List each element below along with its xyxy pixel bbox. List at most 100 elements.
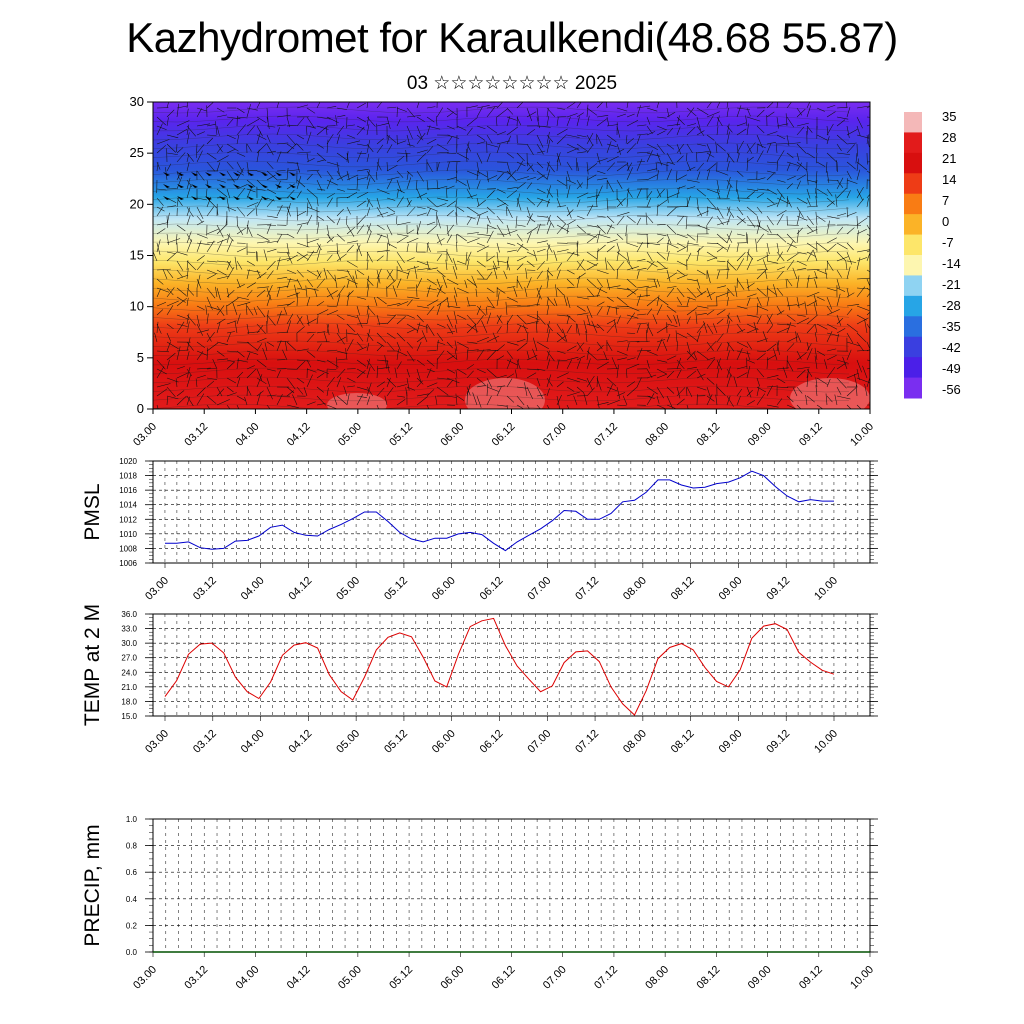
section-xtick-label: 05.12: [387, 421, 415, 449]
wind-arrow: [486, 143, 499, 148]
wind-arrow: [546, 169, 551, 181]
contour-line: [153, 214, 850, 222]
wind-arrow: [556, 215, 567, 225]
wind-arrow: [416, 170, 424, 182]
wind-arrow: [656, 237, 664, 244]
wind-arrow: [186, 260, 197, 271]
xtick-label: 06.00: [438, 964, 466, 992]
wind-arrow: [465, 148, 468, 163]
wind-arrow: [596, 133, 598, 145]
wind-arrow: [866, 250, 870, 253]
wind-arrow: [506, 224, 511, 236]
wind-arrow: [796, 251, 807, 255]
wind-arrow: [796, 369, 806, 379]
wind-arrow: [716, 359, 723, 371]
wind-arrow: [546, 328, 551, 343]
wind-arrow: [386, 359, 390, 373]
section-ytick-label: 5: [137, 350, 144, 365]
wind-arrow: [156, 404, 159, 409]
wind-arrow: [316, 179, 323, 192]
wind-arrow: [786, 142, 801, 145]
wind-arrow: [716, 116, 723, 127]
colorbar-swatch: [904, 234, 922, 256]
section-xtick-label: 08.00: [643, 421, 671, 449]
wind-arrow: [666, 404, 676, 409]
wind-arrow: [276, 170, 286, 172]
wind-arrow: [696, 278, 701, 289]
wind-arrow: [486, 271, 493, 280]
wind-arrow: [616, 107, 628, 112]
wind-arrow: [306, 374, 313, 388]
wind-arrow: [606, 322, 617, 334]
wind-arrow: [556, 372, 569, 379]
wind-arrow: [386, 341, 395, 351]
wind-arrow: [816, 215, 826, 222]
wind-arrow: [436, 303, 442, 316]
wind-arrow: [416, 125, 422, 138]
wind-arrow: [356, 215, 367, 226]
wind-arrow: [796, 161, 808, 171]
xtick-label: 03.00: [143, 728, 171, 756]
wind-arrow: [326, 377, 335, 388]
wind-arrow: [756, 143, 759, 154]
wind-arrow: [795, 331, 798, 343]
wind-arrow: [396, 251, 405, 264]
wind-barb: [247, 184, 254, 188]
wind-arrow: [346, 269, 354, 282]
wind-arrow: [766, 172, 776, 181]
wind-arrow: [396, 315, 406, 325]
wind-arrow: [846, 129, 858, 136]
wind-arrow: [416, 221, 422, 235]
wind-arrow: [596, 185, 603, 199]
wind-arrow: [386, 197, 396, 201]
wind-arrow: [716, 143, 726, 152]
wind-arrow: [196, 261, 205, 271]
wind-arrow: [266, 134, 271, 143]
wind-arrow: [286, 251, 293, 264]
wind-arrow: [866, 311, 870, 316]
wind-arrow: [286, 169, 300, 172]
wind-arrow: [186, 233, 192, 243]
wind-arrow: [676, 126, 681, 136]
wind-arrow: [486, 312, 492, 325]
contour-line: [153, 250, 850, 258]
wind-arrow: [696, 197, 699, 210]
wind-arrow: [455, 212, 458, 226]
wind-arrow: [746, 278, 750, 292]
wind-arrow: [766, 385, 773, 397]
wind-barb: [191, 184, 198, 188]
wind-arrow: [856, 186, 864, 199]
wind-arrow: [316, 221, 320, 235]
wind-arrow: [726, 230, 733, 244]
wind-arrow: [466, 105, 478, 109]
wind-arrow: [736, 388, 743, 397]
wind-arrow: [736, 314, 741, 323]
xtick-label: 08.12: [669, 575, 697, 603]
wind-arrow: [586, 387, 595, 397]
wind-arrow: [746, 248, 750, 262]
wind-arrow: [336, 336, 347, 343]
wind-arrow: [166, 238, 181, 244]
wind-arrow: [806, 373, 809, 388]
wind-arrow: [186, 185, 191, 199]
wind-arrow: [706, 386, 711, 397]
wind-arrow: [416, 396, 428, 406]
wind-arrow: [826, 260, 828, 271]
wind-arrow: [706, 242, 719, 244]
wind-arrow: [586, 224, 600, 228]
wind-arrow: [706, 323, 714, 335]
wind-arrow: [652, 314, 658, 325]
wind-arrow: [616, 392, 626, 397]
wind-arrow: [416, 242, 418, 253]
wind-arrow: [806, 275, 810, 289]
wind-arrow: [556, 205, 567, 208]
wind-arrow: [656, 125, 667, 131]
wind-arrow: [766, 224, 772, 234]
wind-arrow: [566, 206, 572, 219]
wind-arrow: [506, 170, 517, 182]
wind-arrow: [166, 395, 179, 400]
wind-arrow: [456, 368, 467, 375]
wind-arrow: [262, 347, 268, 361]
wind-arrow: [454, 348, 458, 361]
